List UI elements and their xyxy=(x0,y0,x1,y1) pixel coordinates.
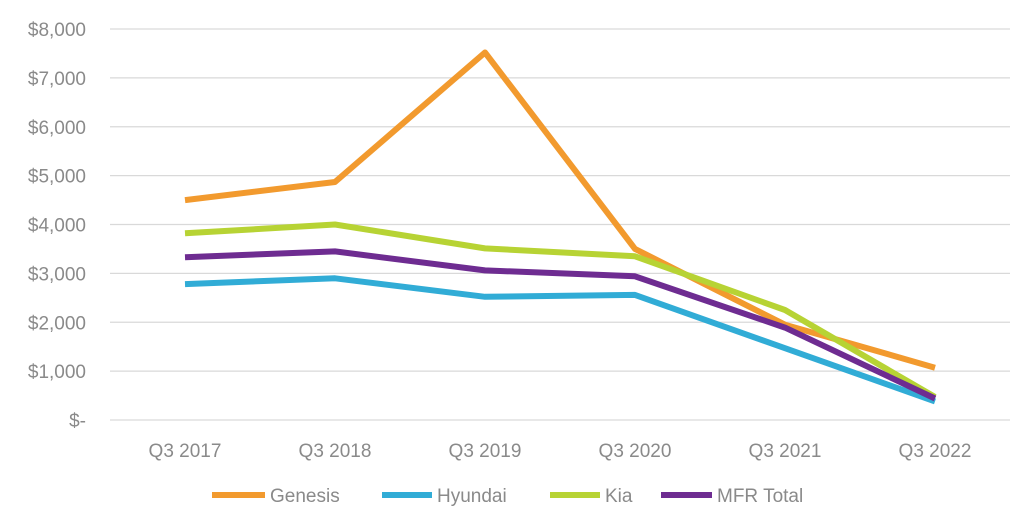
y-tick-label: $- xyxy=(69,411,86,432)
x-tick-label: Q3 2022 xyxy=(899,441,972,462)
series-line-kia xyxy=(184,221,937,400)
y-tick-label: $4,000 xyxy=(28,216,86,237)
legend-label: Hyundai xyxy=(437,486,507,507)
x-tick-label: Q3 2021 xyxy=(749,441,822,462)
legend-label: MFR Total xyxy=(717,486,803,507)
y-tick-label: $8,000 xyxy=(28,20,86,41)
y-tick-label: $3,000 xyxy=(28,264,86,285)
y-tick-label: $5,000 xyxy=(28,167,86,188)
y-axis-tick-labels: $- $1,000 $2,000 $3,000 $4,000 $5,000 $6,000 $7… xyxy=(28,20,86,432)
legend-label: Kia xyxy=(605,486,633,507)
gridlines xyxy=(110,28,1010,421)
x-tick-label: Q3 2017 xyxy=(149,441,222,462)
series-line-genesis xyxy=(184,49,936,371)
series-line-mfr-total xyxy=(184,248,937,402)
legend-label: Genesis xyxy=(270,486,340,507)
series-line-hyundai xyxy=(184,275,937,405)
x-axis-tick-labels: Q3 2017 Q3 2018 Q3 2019 Q3 2020 Q3 2021 Q3 20… xyxy=(149,441,972,462)
y-tick-label: $6,000 xyxy=(28,118,86,139)
x-tick-label: Q3 2018 xyxy=(299,441,372,462)
series-lines xyxy=(184,49,937,405)
x-tick-label: Q3 2020 xyxy=(599,441,672,462)
x-tick-label: Q3 2019 xyxy=(449,441,522,462)
y-tick-label: $2,000 xyxy=(28,313,86,334)
y-tick-label: $7,000 xyxy=(28,69,86,90)
legend: Genesis Hyundai Kia MFR Total xyxy=(212,486,803,507)
y-tick-label: $1,000 xyxy=(28,362,86,383)
